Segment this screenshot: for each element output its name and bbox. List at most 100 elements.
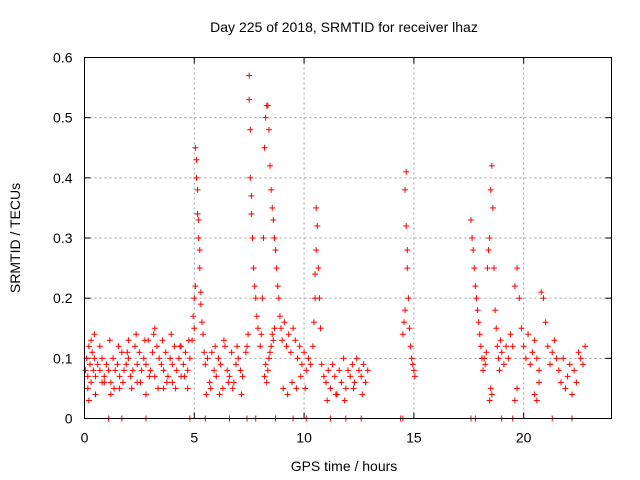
data-point bbox=[213, 373, 220, 380]
data-point bbox=[472, 283, 479, 290]
data-point bbox=[134, 361, 141, 368]
data-point bbox=[355, 367, 362, 374]
data-point bbox=[489, 204, 496, 211]
data-point bbox=[338, 379, 345, 386]
data-point bbox=[473, 295, 480, 302]
data-point bbox=[284, 391, 291, 398]
data-point bbox=[482, 361, 489, 368]
data-point bbox=[129, 367, 136, 374]
data-point bbox=[167, 355, 174, 362]
data-point bbox=[509, 343, 516, 350]
data-point bbox=[160, 367, 167, 374]
data-point bbox=[142, 361, 149, 368]
data-point bbox=[246, 72, 253, 79]
data-point bbox=[243, 343, 250, 350]
data-point bbox=[156, 355, 163, 362]
data-point bbox=[553, 355, 560, 362]
data-point bbox=[196, 247, 203, 254]
data-point bbox=[527, 361, 534, 368]
data-point bbox=[325, 367, 332, 374]
y-tick-label: 0.5 bbox=[53, 110, 73, 126]
data-point bbox=[540, 295, 547, 302]
data-point bbox=[146, 373, 153, 380]
data-point bbox=[112, 367, 119, 374]
data-point bbox=[480, 367, 487, 374]
data-point bbox=[511, 397, 518, 404]
data-point bbox=[233, 361, 240, 368]
data-point bbox=[132, 343, 139, 350]
data-point bbox=[507, 331, 514, 338]
data-point bbox=[134, 379, 141, 386]
data-point bbox=[128, 385, 135, 392]
data-point bbox=[290, 325, 297, 332]
data-point bbox=[536, 379, 543, 386]
data-point bbox=[180, 361, 187, 368]
data-point bbox=[329, 361, 336, 368]
data-point bbox=[471, 265, 478, 272]
data-point bbox=[252, 295, 259, 302]
data-point bbox=[257, 343, 264, 350]
data-point bbox=[159, 337, 166, 344]
chart-title: Day 225 of 2018, SRMTID for receiver lha… bbox=[210, 19, 478, 35]
data-point bbox=[405, 295, 412, 302]
data-point bbox=[467, 216, 474, 223]
data-point bbox=[111, 385, 118, 392]
data-point bbox=[281, 319, 288, 326]
data-point bbox=[302, 385, 309, 392]
data-point bbox=[315, 265, 322, 272]
data-point bbox=[99, 355, 106, 362]
data-point bbox=[248, 192, 255, 199]
data-point bbox=[190, 313, 197, 320]
plot-frame bbox=[84, 57, 612, 419]
data-point bbox=[310, 319, 317, 326]
data-point bbox=[533, 397, 540, 404]
y-tick-label: 0 bbox=[65, 411, 73, 427]
data-point bbox=[486, 235, 493, 241]
data-point bbox=[178, 343, 185, 350]
x-tick-label: 0 bbox=[81, 430, 89, 446]
data-point bbox=[494, 343, 501, 350]
data-point bbox=[492, 307, 499, 314]
data-point bbox=[142, 391, 149, 398]
data-point bbox=[345, 367, 351, 374]
data-point bbox=[245, 331, 252, 338]
data-point bbox=[116, 385, 123, 392]
data-point bbox=[84, 385, 91, 392]
data-point bbox=[279, 337, 286, 344]
data-point bbox=[349, 361, 356, 368]
data-point bbox=[101, 373, 108, 380]
data-point bbox=[514, 265, 521, 272]
data-point bbox=[99, 379, 106, 386]
data-point bbox=[203, 391, 210, 398]
data-point bbox=[353, 355, 360, 362]
data-point bbox=[184, 367, 191, 374]
data-point bbox=[406, 325, 413, 332]
data-point bbox=[407, 343, 414, 350]
data-point bbox=[253, 313, 260, 320]
data-point bbox=[411, 373, 418, 380]
data-point bbox=[531, 337, 538, 344]
data-point bbox=[110, 355, 117, 362]
data-point bbox=[194, 210, 201, 217]
data-point bbox=[486, 397, 493, 404]
data-point bbox=[272, 247, 279, 254]
data-point bbox=[118, 349, 125, 356]
data-point bbox=[402, 186, 409, 193]
data-point bbox=[469, 235, 476, 241]
data-point bbox=[500, 361, 507, 368]
data-point bbox=[140, 355, 147, 362]
data-point bbox=[184, 385, 191, 392]
data-point bbox=[544, 343, 551, 350]
data-point bbox=[247, 174, 254, 181]
y-tick-label: 0.2 bbox=[53, 290, 73, 306]
data-point bbox=[267, 349, 274, 356]
data-point bbox=[247, 126, 254, 133]
data-point bbox=[271, 235, 278, 241]
data-point bbox=[125, 355, 132, 362]
data-point bbox=[211, 367, 218, 374]
data-point bbox=[305, 355, 312, 362]
data-point bbox=[514, 385, 521, 392]
data-point bbox=[347, 373, 354, 380]
data-point bbox=[250, 265, 257, 272]
data-point bbox=[474, 307, 481, 314]
